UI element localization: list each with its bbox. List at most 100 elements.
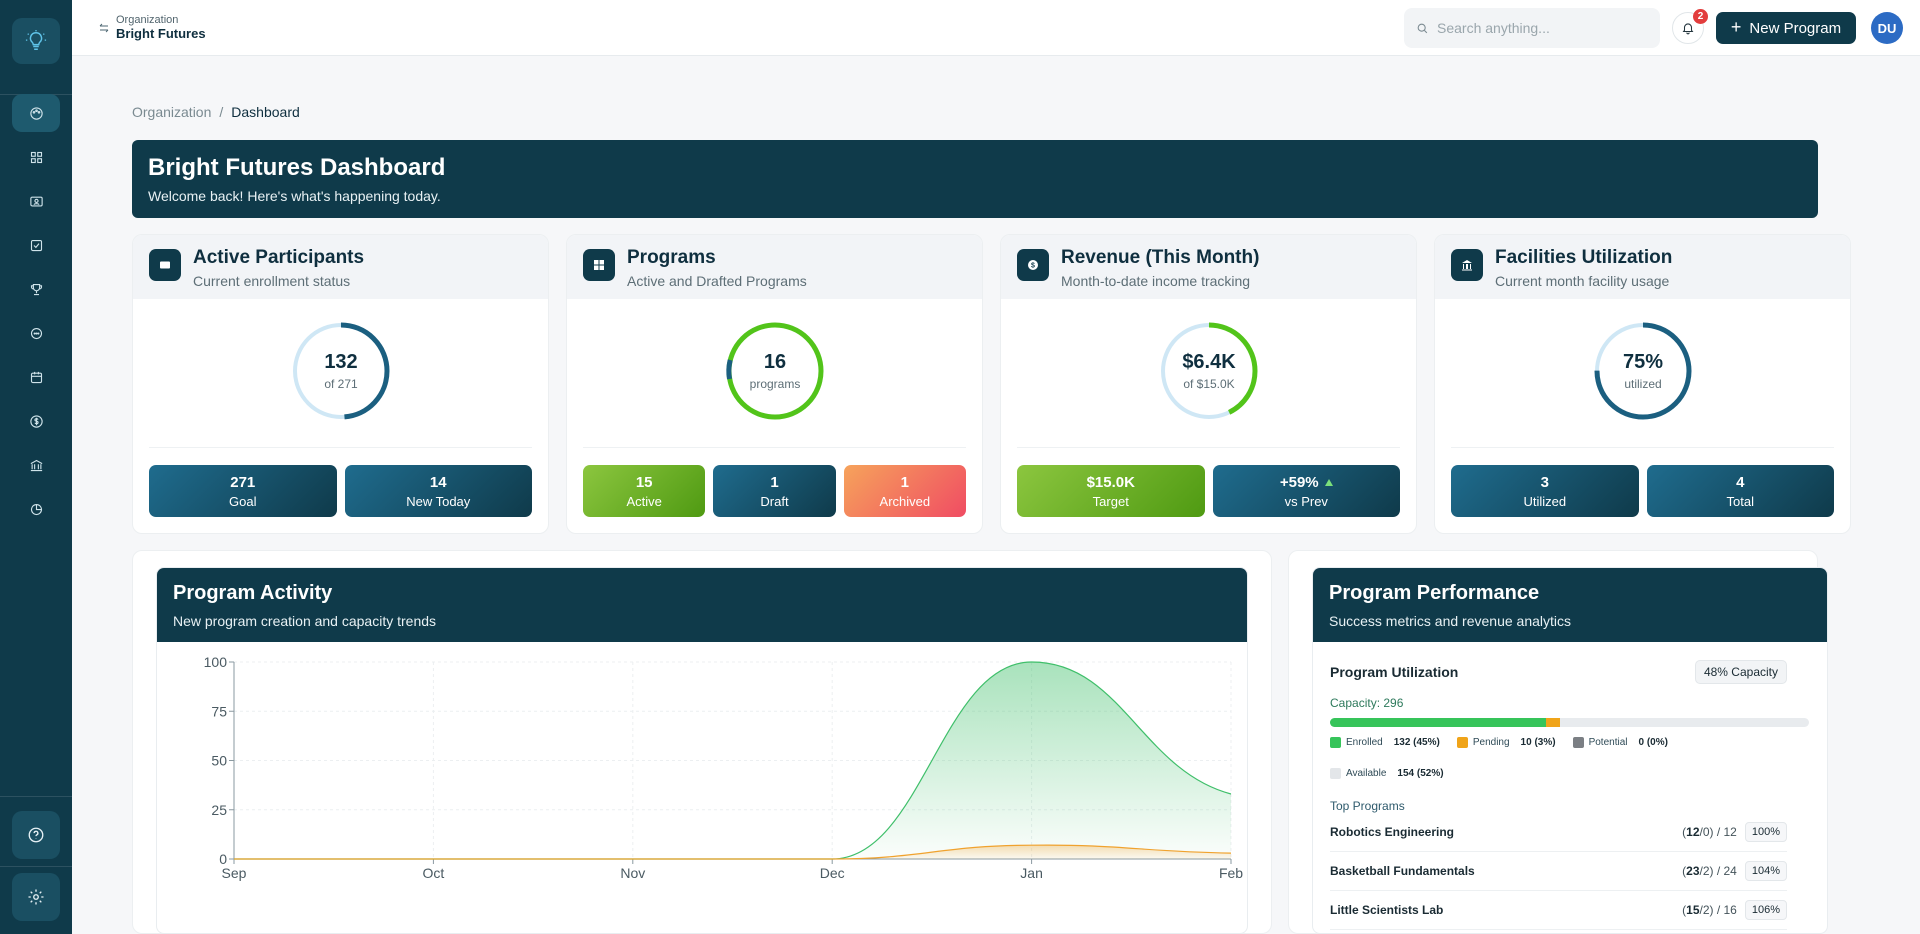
program-stats: (15/2) / 16 106% — [1682, 900, 1787, 920]
facilities-of: utilized — [1624, 377, 1662, 391]
breadcrumb-root[interactable]: Organization — [132, 104, 212, 120]
target-pill[interactable]: $15.0K Target — [1017, 465, 1205, 517]
legend-swatch — [1330, 768, 1341, 779]
org-switcher[interactable]: Organization Bright Futures — [98, 14, 206, 41]
donut-center: 75% utilized — [1593, 321, 1693, 421]
sidebar-item-facilities[interactable] — [12, 446, 60, 484]
panel-header: Program Performance Success metrics and … — [1313, 568, 1827, 642]
panel-subtitle: New program creation and capacity trends — [173, 613, 437, 629]
trend-up-icon — [1324, 479, 1333, 487]
palette-icon — [29, 106, 43, 120]
divider — [1017, 447, 1400, 448]
search-box[interactable] — [1404, 8, 1660, 48]
card-subtitle: Active and Drafted Programs — [627, 273, 807, 289]
program-name: Basketball Fundamentals — [1330, 864, 1475, 878]
pill-value: 1 — [770, 473, 779, 491]
pill-value: 1 — [900, 473, 909, 491]
pill-value: 4 — [1736, 473, 1745, 491]
breadcrumb: Organization / Dashboard — [132, 104, 300, 120]
pill-value: +59% — [1279, 473, 1319, 491]
dollar-icon — [29, 414, 43, 428]
utilization-bar — [1330, 718, 1809, 727]
sidebar-item-participants[interactable] — [12, 182, 60, 220]
y-tick-label: 75 — [211, 703, 227, 719]
donut-center: 132 of 271 — [291, 321, 391, 421]
avatar[interactable]: DU — [1871, 12, 1903, 44]
notifications-button[interactable]: 2 — [1672, 9, 1708, 44]
card-title: Facilities Utilization — [1495, 247, 1673, 268]
active-pill[interactable]: 15 Active — [583, 465, 706, 517]
settings-button[interactable] — [12, 873, 60, 921]
programs-card: Programs Active and Drafted Programs 16 … — [566, 234, 983, 534]
sidebar-item-reports[interactable] — [12, 490, 60, 528]
id-card-icon — [29, 196, 43, 206]
revenue-donut — [1160, 322, 1258, 420]
stat-pills: 3 Utilized 4 Total — [1451, 465, 1834, 517]
participants-of: of 271 — [324, 377, 358, 391]
program-activity-chart: 0 25 50 75 100 Sep Oct Nov Dec Jan Feb — [204, 654, 1244, 881]
org-label: Organization — [116, 14, 179, 26]
series-line-1 — [234, 844, 1232, 860]
trophy-icon — [30, 283, 42, 295]
participants-donut — [292, 322, 390, 420]
program-name: Robotics Engineering — [1330, 825, 1455, 839]
grid-icon — [583, 249, 615, 281]
list-item[interactable]: Robotics Engineering (12/0) / 12 100% — [1330, 813, 1787, 852]
card-subtitle: Month-to-date income tracking — [1061, 273, 1251, 289]
archived-pill[interactable]: 1 Archived — [843, 465, 966, 517]
lightbulb-logo[interactable] — [12, 18, 60, 64]
enrollment-rest: /2) / 16 — [1699, 903, 1737, 917]
sidebar-item-dashboard[interactable] — [12, 94, 60, 132]
performance-body: Program Utilization 48% Capacity Capacit… — [1313, 642, 1809, 930]
enrolled-segment — [1330, 718, 1546, 727]
utilized-pill[interactable]: 3 Utilized — [1451, 465, 1639, 517]
panel-title: Program Activity — [173, 582, 333, 604]
enrolled-count: 12 — [1686, 825, 1700, 839]
legend-enrolled: Enrolled 132 (45%) — [1330, 737, 1440, 748]
new-program-button[interactable]: + New Program — [1716, 12, 1856, 44]
capacity-label: Capacity: 296 — [1330, 696, 1404, 710]
total-pill[interactable]: 4 Total — [1646, 465, 1834, 517]
sidebar-item-calendar[interactable] — [12, 358, 60, 396]
pill-value: 3 — [1540, 473, 1549, 491]
calendar-icon — [30, 371, 42, 383]
legend-value: 0 (0%) — [1638, 737, 1668, 748]
donut-center: 16 programs — [725, 321, 825, 421]
building-icon — [30, 459, 42, 471]
list-item[interactable]: Little Scientists Lab (15/2) / 16 106% — [1330, 891, 1787, 930]
card-title: Programs — [627, 247, 716, 268]
help-icon — [28, 827, 44, 843]
sidebar — [0, 0, 72, 934]
search-input[interactable] — [1437, 20, 1637, 36]
list-item[interactable]: Basketball Fundamentals (23/2) / 24 104% — [1330, 852, 1787, 891]
card-title: Revenue (This Month) — [1061, 247, 1260, 268]
legend-potential: Potential 0 (0%) — [1572, 737, 1668, 748]
new-today-pill[interactable]: 14 New Today — [344, 465, 532, 517]
pill-value: 271 — [230, 473, 256, 491]
goal-pill[interactable]: 271 Goal — [149, 465, 337, 517]
sidebar-item-tasks[interactable] — [12, 226, 60, 264]
stat-pills: 271 Goal 14 New Today — [149, 465, 532, 517]
sidebar-item-programs[interactable] — [12, 138, 60, 176]
sidebar-item-finance[interactable] — [12, 402, 60, 440]
vs-prev-pill[interactable]: +59% vs Prev — [1212, 465, 1400, 517]
help-button[interactable] — [12, 811, 60, 859]
org-name: Bright Futures — [116, 26, 206, 41]
enrolled-count: 23 — [1686, 864, 1700, 878]
svg-text:$: $ — [1031, 263, 1035, 270]
programs-value: 16 — [763, 351, 787, 373]
legend-name: Potential — [1588, 737, 1628, 748]
pie-chart-icon — [30, 503, 42, 515]
revenue-of: of $15.0K — [1183, 377, 1235, 391]
x-tick-label: Dec — [820, 865, 845, 881]
breadcrumb-current: Dashboard — [231, 104, 300, 120]
capacity-badge: 48% Capacity — [1694, 660, 1787, 684]
program-percent: 100% — [1744, 822, 1787, 842]
draft-pill[interactable]: 1 Draft — [713, 465, 836, 517]
participants-progress-arc — [292, 322, 390, 420]
x-tick-label: Sep — [222, 865, 247, 881]
panel-title: Program Performance — [1329, 582, 1540, 604]
sidebar-item-messages[interactable] — [12, 314, 60, 352]
sidebar-item-awards[interactable] — [12, 270, 60, 308]
program-enrollment: (23/2) / 24 — [1682, 864, 1737, 878]
